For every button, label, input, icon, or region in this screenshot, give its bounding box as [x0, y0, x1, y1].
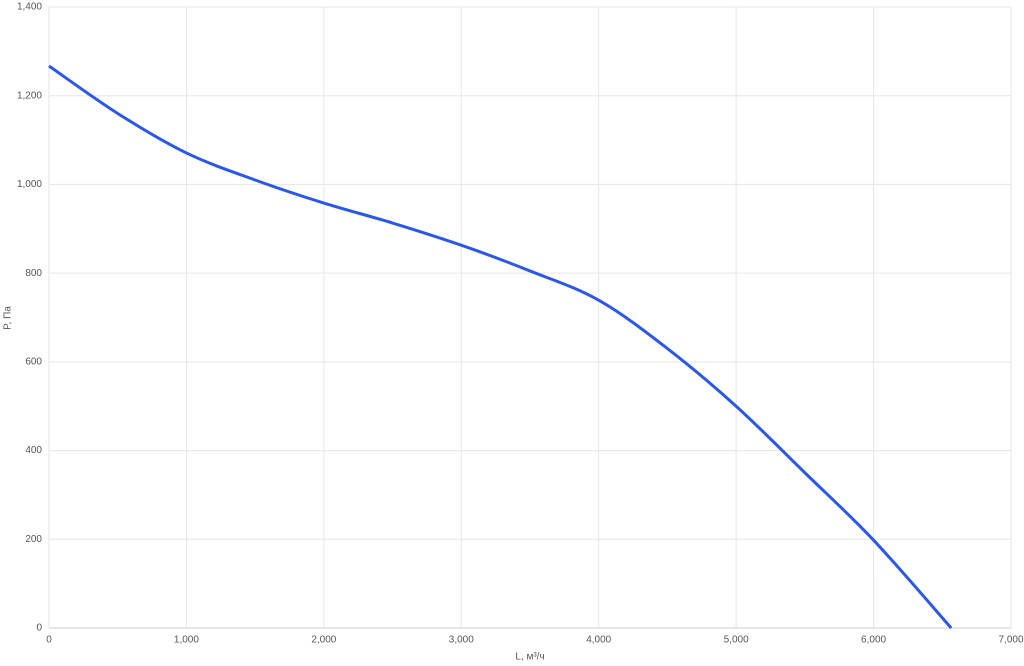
y-tick-label: 0	[36, 623, 42, 634]
x-tick-label: 4,000	[586, 635, 611, 646]
y-tick-label: 200	[25, 534, 42, 545]
y-tick-label: 1,200	[17, 90, 42, 101]
x-tick-label: 6,000	[861, 635, 886, 646]
x-tick-label: 7,000	[998, 635, 1023, 646]
y-axis-title: P, Па	[3, 306, 14, 330]
x-tick-label: 5,000	[724, 635, 749, 646]
line-series	[48, 64, 953, 629]
y-tick-label: 600	[25, 356, 42, 367]
x-tick-label: 3,000	[449, 635, 474, 646]
y-tick-label: 800	[25, 268, 42, 279]
x-tick-label: 2,000	[311, 635, 336, 646]
x-tick-label: 1,000	[174, 635, 199, 646]
y-tick-label: 400	[25, 445, 42, 456]
y-tick-label: 1,000	[17, 179, 42, 190]
y-tick-label: 1,400	[17, 2, 42, 13]
x-axis-title: L, м³/ч	[515, 652, 544, 663]
x-tick-label: 0	[46, 635, 52, 646]
